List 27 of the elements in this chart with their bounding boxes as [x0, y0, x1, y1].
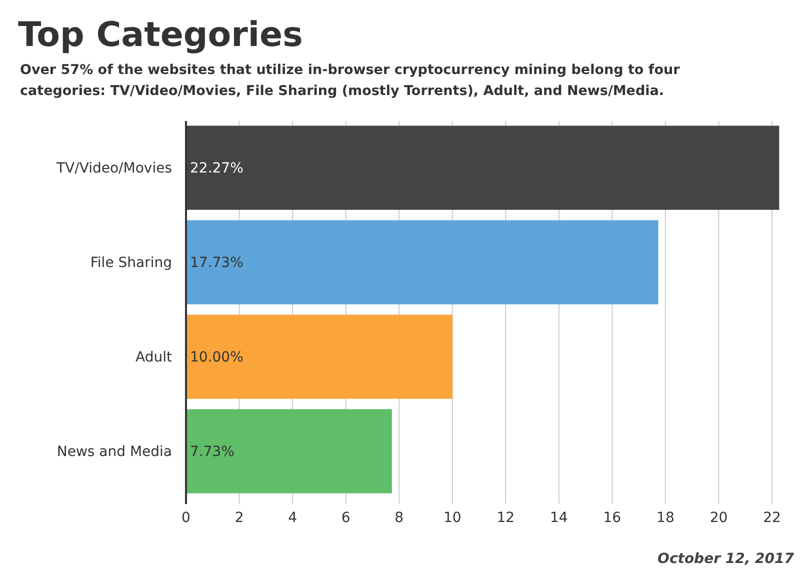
bar	[186, 314, 452, 399]
bar	[186, 220, 658, 304]
data-label: 17.73%	[190, 255, 244, 272]
y-tick-label: File Sharing	[90, 255, 172, 272]
y-tick-label: News and Media	[56, 444, 172, 460]
data-label: 7.73%	[190, 444, 234, 460]
x-tick-label: 2	[234, 510, 244, 526]
x-tick-label: 6	[341, 510, 350, 526]
x-tick-label: 14	[550, 510, 568, 526]
x-tick-label: 22	[763, 510, 781, 526]
bar	[186, 409, 392, 494]
chart-subtitle: Over 57% of the websites that utilize in-browser cryptocurrency mining belong to four categories: TV/Video/Movies, File Sharing (mostly Torrents), Adult, and News/Media.	[20, 62, 680, 99]
x-tick-label: 8	[394, 510, 404, 526]
y-tick-label: Adult	[136, 350, 172, 366]
x-tick-label: 4	[288, 510, 298, 526]
chart-title: Top Categories	[18, 15, 303, 55]
bar	[186, 126, 780, 210]
x-tick-label: 0	[182, 510, 190, 526]
x-tick-label: 18	[656, 510, 674, 526]
x-tick-label: 16	[603, 510, 622, 526]
data-label: 10.00%	[190, 350, 244, 366]
y-tick-label: TV/Video/Movies	[55, 160, 172, 177]
x-tick-label: 20	[710, 510, 728, 526]
data-label: 22.27%	[190, 160, 244, 177]
x-tick-label: 12	[496, 510, 515, 526]
x-tick-label: 10	[443, 510, 462, 526]
text: October 12, 2017	[658, 551, 794, 567]
